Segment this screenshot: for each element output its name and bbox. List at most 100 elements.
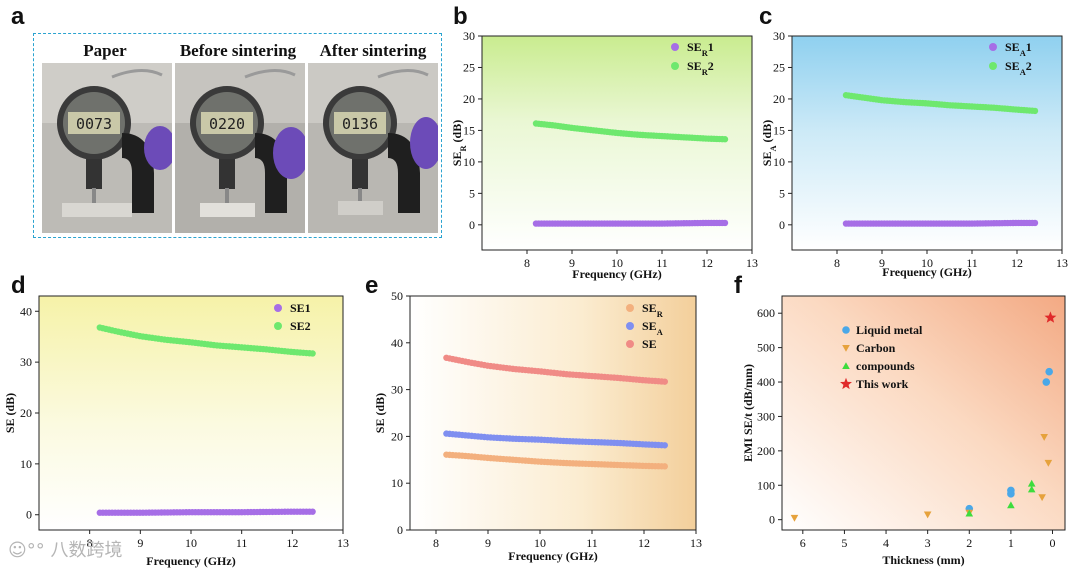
panel-label-f: f <box>734 272 742 299</box>
panel-a-frame <box>33 33 442 238</box>
y-tick-label-d: 0 <box>26 508 32 522</box>
legend-label: SE <box>642 337 657 351</box>
x-axis-label-c: Frequency (GHz) <box>882 265 971 279</box>
y-tick-label-e: 20 <box>391 429 403 443</box>
data-point <box>1007 501 1015 509</box>
chart-c: 8 9 10 11 12 13 0 5 10 15 20 25 30 Frequency (GHz) SEA… <box>760 29 1068 279</box>
series-f-compounds <box>965 479 1036 517</box>
legend-marker <box>989 62 997 70</box>
y-tick-label-c: 25 <box>773 60 785 74</box>
data-point <box>661 463 668 470</box>
photo-title-after: After sintering <box>319 41 427 60</box>
x-axis-label-e: Frequency (GHz) <box>508 549 597 563</box>
data-point <box>721 219 729 227</box>
legend-item-c-SE_A2: SEA2 <box>989 59 1032 77</box>
y-tick-label-d: 30 <box>20 355 32 369</box>
x-tick-label-e: 9 <box>485 536 491 550</box>
legend-item-e-SE_R: SER <box>626 301 664 319</box>
x-tick-label-f: 6 <box>800 536 806 550</box>
data-point <box>309 508 316 515</box>
x-axis-label-b: Frequency (GHz) <box>572 267 661 281</box>
plot-area-c <box>792 36 1062 250</box>
data-point <box>1031 107 1039 115</box>
legend-label: compounds <box>856 359 915 373</box>
x-tick-label-b: 12 <box>701 256 713 270</box>
x-tick-label-e: 11 <box>586 536 598 550</box>
x-tick-label-e: 10 <box>534 536 546 550</box>
x-tick-label-b: 11 <box>656 256 668 270</box>
series-b-SE_R2 <box>532 120 729 143</box>
legend-marker <box>626 340 634 348</box>
series-f-Liquid metal <box>965 367 1053 513</box>
x-tick-label-c: 13 <box>1056 256 1068 270</box>
legend-item-b-SE_R2: SER2 <box>671 59 714 77</box>
legend-marker <box>671 43 679 51</box>
series-e-SE_R <box>443 451 668 470</box>
series-e-SE <box>443 354 668 385</box>
x-tick-label-c: 12 <box>1011 256 1023 270</box>
data-point <box>661 442 668 449</box>
photo-before-sintering: 0220 <box>175 63 305 233</box>
y-tick-label-f: 200 <box>757 444 775 458</box>
legend-marker <box>842 344 850 352</box>
legend-label: SE2 <box>290 319 311 333</box>
chart-d: 8 9 10 11 12 13 0 10 20 30 40 Frequency (GHz) SE (dB… <box>3 295 349 568</box>
legend-marker <box>626 322 634 330</box>
x-tick-label-c: 8 <box>834 256 840 270</box>
data-point <box>1027 485 1036 493</box>
legend-label: SEA1 <box>1005 40 1032 58</box>
x-tick-label-d: 8 <box>87 536 93 550</box>
legend-marker <box>274 322 282 330</box>
y-tick-label-b: 0 <box>469 218 475 232</box>
photo-after-sintering: 0136 <box>308 63 438 233</box>
panel-label-a: a <box>11 3 25 30</box>
photo-paper: 0073 <box>42 63 172 233</box>
y-tick-label-c: 0 <box>779 218 785 232</box>
legend-item-d-SE2: SE2 <box>274 319 311 333</box>
data-point <box>309 350 316 357</box>
series-d-SE1 <box>96 508 316 516</box>
y-tick-label-b: 25 <box>463 60 475 74</box>
legend-item-f-Liquid metal: Liquid metal <box>842 323 923 337</box>
panel-label-e: e <box>365 272 379 299</box>
y-tick-label-f: 400 <box>757 375 775 389</box>
legend-marker <box>671 62 679 70</box>
series-e-SE_A <box>443 430 668 449</box>
plot-frame-e <box>409 295 697 531</box>
legend-marker <box>840 377 852 390</box>
y-tick-label-e: 40 <box>391 336 403 350</box>
x-tick-label-e: 13 <box>690 536 702 550</box>
x-tick-label-d: 11 <box>236 536 248 550</box>
x-tick-label-b: 10 <box>611 256 623 270</box>
x-tick-label-f: 3 <box>925 536 931 550</box>
chart-b: 8 9 10 11 12 13 0 5 10 15 20 25 30 Frequency (GHz) SER… <box>450 29 758 281</box>
plot-area-e <box>410 296 696 530</box>
legend-label: SER1 <box>687 40 714 58</box>
watermark-logo-icon: ☺°° <box>8 540 45 561</box>
x-tick-label-b: 8 <box>524 256 530 270</box>
series-f-This work <box>1044 311 1057 323</box>
y-tick-label-c: 10 <box>773 155 785 169</box>
gauge-reading-before: 0220 <box>209 115 245 133</box>
x-tick-label-b: 9 <box>569 256 575 270</box>
legend-item-c-SE_A1: SEA1 <box>989 40 1032 58</box>
y-tick-label-f: 300 <box>757 409 775 423</box>
y-axis-label-e: SE (dB) <box>373 393 387 433</box>
x-tick-label-f: 1 <box>1008 536 1014 550</box>
y-tick-label-f: 600 <box>757 306 775 320</box>
photo-title-before: Before sintering <box>179 41 297 60</box>
data-point <box>1007 486 1015 495</box>
panel-label-d: d <box>11 272 26 299</box>
data-point <box>1038 494 1046 502</box>
data-point <box>790 514 799 522</box>
x-tick-label-d: 10 <box>185 536 197 550</box>
data-point <box>1040 434 1048 441</box>
y-tick-label-f: 500 <box>757 341 775 355</box>
series-b-SE_R1 <box>532 219 729 227</box>
x-tick-label-f: 5 <box>841 536 847 550</box>
y-tick-label-e: 0 <box>397 523 403 537</box>
y-tick-label-c: 20 <box>773 92 785 106</box>
y-tick-label-d: 40 <box>20 304 32 318</box>
y-tick-label-b: 30 <box>463 29 475 43</box>
